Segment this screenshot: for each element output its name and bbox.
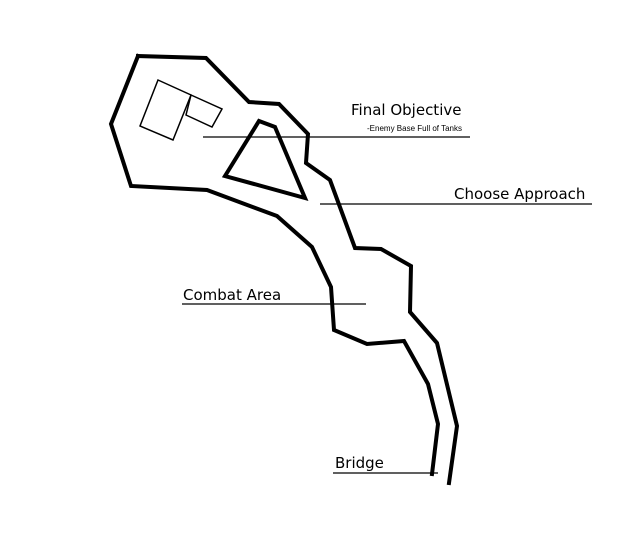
central-rock-obstacle bbox=[221, 118, 309, 202]
choose-approach-label: Choose Approach bbox=[454, 185, 586, 203]
enemy-base-building bbox=[139, 78, 192, 141]
path-left-boundary bbox=[108, 53, 441, 477]
final-objective-note: -Enemy Base Full of Tanks bbox=[367, 124, 463, 133]
path-right-boundary bbox=[135, 53, 460, 486]
combat-area-label: Combat Area bbox=[183, 286, 282, 304]
bridge-label: Bridge bbox=[335, 454, 384, 472]
enemy-base-annex bbox=[185, 93, 224, 128]
final-objective-label: Final Objective bbox=[351, 101, 462, 119]
